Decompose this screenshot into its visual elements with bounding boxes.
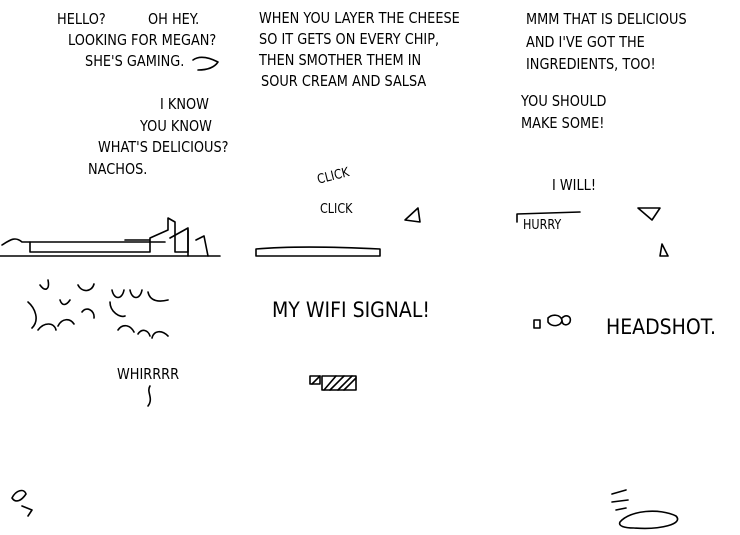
panel2-line-1: WHEN YOU LAYER THE CHEESE: [259, 9, 460, 27]
panel4-wiggle: [147, 385, 152, 407]
panel1-figure-hair: [192, 56, 219, 71]
panel3-line-3: INGREDIENTS, TOO!: [526, 55, 656, 73]
panel5-router: [309, 375, 321, 385]
panel6-headshot: HEADSHOT.: [606, 315, 717, 339]
panel1-chair: [169, 227, 209, 257]
panel3-line-1: MMM THAT IS DELICIOUS: [526, 10, 687, 28]
panel3-sfx-hurry: HURRY: [523, 218, 562, 233]
panel5-wifi-shout: MY WIFI SIGNAL!: [272, 298, 430, 322]
panel1-line-delicious: WHAT'S DELICIOUS?: [98, 138, 229, 156]
panel1-line-nachos: NACHOS.: [88, 160, 148, 178]
panel1-line-iknow: I KNOW: [160, 95, 209, 113]
panel4-bottom-figure: [11, 489, 33, 517]
panel1-floor-line: [1, 238, 166, 246]
panel2-laptop: [404, 207, 421, 223]
panel5-box: [321, 375, 357, 391]
panel3-hurry-bracket: [516, 211, 581, 223]
panel1-line-looking: LOOKING FOR MEGAN?: [68, 31, 217, 49]
panel4-sfx-whirr: WHIRRRR: [117, 365, 180, 383]
panel3-line-should: YOU SHOULD: [521, 92, 607, 110]
panel3-figure: [637, 207, 669, 257]
panel6-figure: [611, 489, 679, 530]
panel1-line-youknow: YOU KNOW: [140, 117, 212, 135]
panel2-line-4: SOUR CREAM AND SALSA: [261, 72, 427, 90]
panel4-crowd: [27, 279, 169, 339]
panel1-couch: [29, 217, 189, 253]
panel3-line-2: AND I'VE GOT THE: [526, 33, 645, 51]
panel5-router-hatch: [311, 375, 357, 391]
panel3-reply: I WILL!: [552, 176, 597, 194]
panel2-sofa: [255, 246, 381, 257]
panel2-line-3: THEN SMOTHER THEM IN: [259, 51, 422, 69]
panel2-line-2: SO IT GETS ON EVERY CHIP,: [259, 30, 440, 48]
panel2-sfx-click-2: CLICK: [320, 202, 353, 217]
panel1-line-ohhey: OH HEY.: [148, 10, 200, 28]
panel6-controller: [533, 314, 572, 329]
panel1-line-hello: HELLO?: [57, 10, 106, 28]
panel1-line-gaming: SHE'S GAMING.: [85, 52, 185, 70]
panel3-line-makesome: MAKE SOME!: [521, 114, 605, 132]
